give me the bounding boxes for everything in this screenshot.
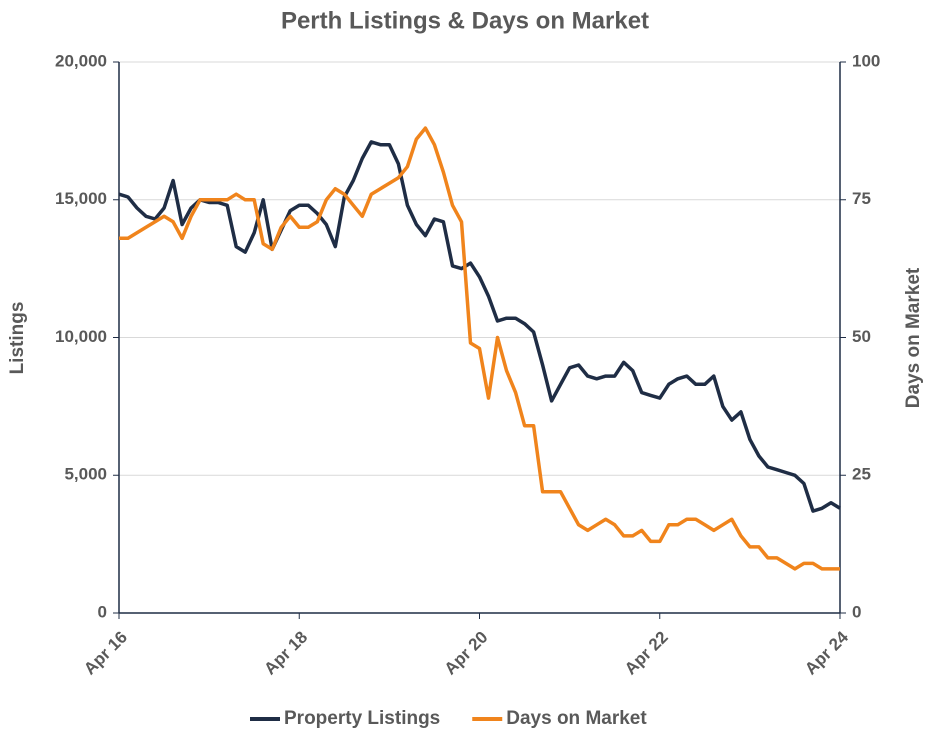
y2-tick-label: 0 — [852, 602, 861, 621]
y-tick-label: 15,000 — [55, 189, 107, 208]
y2-tick-label: 25 — [852, 465, 871, 484]
y-tick-label: 20,000 — [55, 51, 107, 70]
x-tick-label: Apr 24 — [801, 627, 852, 678]
x-tick-label: Apr 16 — [80, 628, 131, 679]
y2-axis-label: Days on Market — [903, 267, 924, 408]
y-tick-label: 0 — [98, 602, 107, 621]
y-tick-label: 10,000 — [55, 327, 107, 346]
legend-label: Days on Market — [506, 708, 647, 729]
x-tick-label: Apr 22 — [621, 628, 672, 679]
x-tick-label: Apr 18 — [260, 628, 311, 679]
y2-tick-label: 100 — [852, 51, 880, 70]
series-line — [118, 140, 841, 513]
series-line — [119, 126, 840, 571]
y2-tick-label: 50 — [852, 327, 871, 346]
chart-title: Perth Listings & Days on Market — [281, 7, 649, 34]
y-tick-label: 5,000 — [64, 465, 107, 484]
x-tick-label: Apr 20 — [441, 628, 492, 679]
y-axis-label: Listings — [7, 302, 28, 375]
legend-label: Property Listings — [284, 708, 440, 729]
y2-tick-label: 75 — [852, 189, 871, 208]
